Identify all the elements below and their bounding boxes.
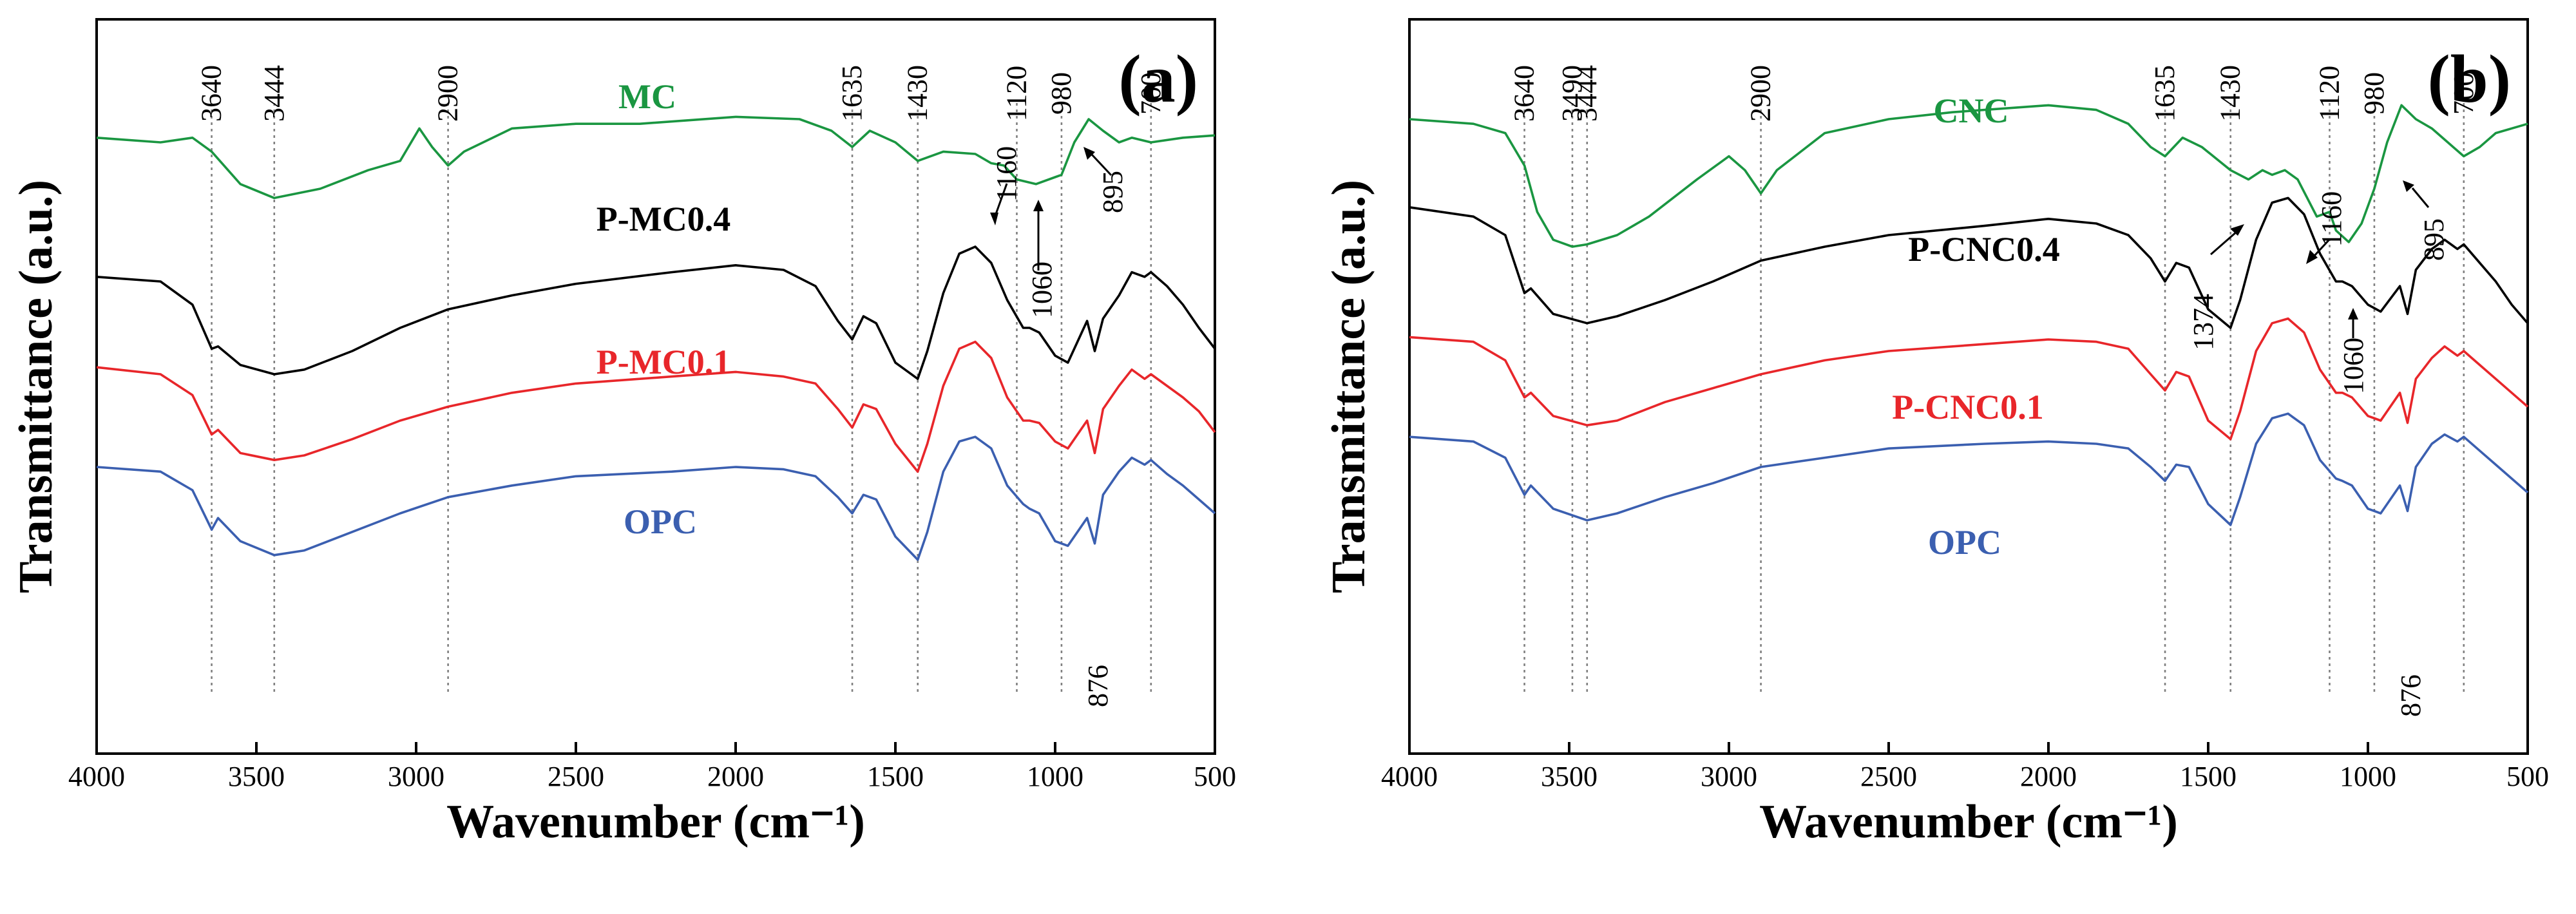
x-ticks-b [1408,742,2529,754]
x-tick-label: 4000 [1381,761,1438,792]
reference-line-label: 980 [2358,72,2390,115]
reference-line-label: 1635 [836,65,868,122]
x-tick-label: 1000 [2340,761,2396,792]
reference-line-label: 3444 [1571,65,1603,122]
panel-a: 4000 3500 3000 2500 2000 1500 1000 500 3640 3444… [10,18,1236,848]
plot-frame-b [1408,18,2529,755]
svg-text:1374: 1374 [2188,294,2219,350]
x-tick-label: 2500 [548,761,604,792]
series-label-p-cnc0-4: P-CNC0.4 [1908,230,2059,269]
series-line-p-cnc0-4 [1409,196,2529,329]
x-ticks-a [95,742,1216,754]
svg-text:1160: 1160 [2316,191,2347,247]
reference-line-label: 700 [2448,72,2479,115]
svg-text:1060: 1060 [2338,338,2369,394]
reference-lines-a: 3640 3444 2900 1635 1430 1120 980 700 [196,65,1167,696]
x-tick-label: 4000 [68,761,125,792]
x-tick-label: 3000 [1701,761,1757,792]
series-label-opc-b: OPC [1928,523,2001,562]
reference-line-label: 980 [1045,72,1077,115]
x-tick-label: 3500 [228,761,285,792]
reference-line-label: 3490 [1556,65,1588,122]
series-line-cnc [1409,104,2528,248]
annotation-895-b: 895 [2403,180,2450,261]
svg-text:1060: 1060 [1026,262,1058,318]
annotation-876-a: 876 [1082,665,1114,707]
x-tick-label: 3500 [1541,761,1598,792]
x-tick-label: 2000 [2020,761,2077,792]
spectra-b [1409,104,2529,526]
y-axis-title-a: Transmittance (a.u.) [10,180,62,593]
series-line-opc [96,435,1216,561]
annotation-1160-b: 1160 [2306,191,2347,264]
annotation-1060-b: 1060 [2338,308,2369,394]
x-tick-label: 3000 [388,761,444,792]
series-line-mc [96,115,1216,200]
x-tick-labels-b: 4000 3500 3000 2500 2000 1500 1000 500 [1381,761,2549,792]
svg-text:895: 895 [1097,171,1129,213]
x-tick-label: 1500 [2180,761,2237,792]
reference-line-label: 3444 [258,65,290,122]
reference-line-label: 3640 [1509,65,1540,122]
series-line-p-mc0-4 [96,245,1216,380]
reference-line-label: 1635 [2149,65,2180,122]
panel-label-b: (b) [2427,41,2511,117]
svg-text:1160: 1160 [991,146,1022,202]
reference-line-label: 700 [1135,72,1167,115]
series-label-opc-a: OPC [624,502,697,541]
reference-line-label: 3640 [196,65,227,122]
panel-b: 4000 3500 3000 2500 2000 1500 1000 500 3640 3490… [1322,18,2549,848]
annotation-1374-b: 1374 [2188,224,2244,350]
series-line-opc [1409,412,2529,526]
annotation-876-b: 876 [2395,674,2427,717]
x-tick-label: 2000 [707,761,764,792]
y-axis-title-b: Transmittance (a.u.) [1322,180,1375,593]
spectra-a [96,115,1216,561]
reference-line-label: 2900 [432,65,464,122]
annotation-1160-a: 1160 [990,146,1022,225]
x-tick-label: 1500 [867,761,924,792]
x-tick-label: 1000 [1027,761,1083,792]
svg-text:895: 895 [2418,218,2450,261]
reference-line-label: 1430 [902,65,933,122]
reference-line-label: 1430 [2215,65,2246,122]
reference-line-label: 2900 [1745,65,1777,122]
series-label-p-mc0-4: P-MC0.4 [596,200,730,238]
x-tick-labels-a: 4000 3500 3000 2500 2000 1500 1000 500 [68,761,1236,792]
series-line-p-mc0-1 [96,340,1216,473]
plot-frame-a [95,18,1216,755]
x-axis-title-a: Wavenumber (cm⁻¹) [446,795,865,848]
series-label-p-mc0-1: P-MC0.1 [596,343,730,381]
panel-label-a: (a) [1118,41,1198,117]
x-tick-label: 500 [1194,761,1236,792]
annotation-1060-a: 1060 [1026,200,1058,318]
x-tick-label: 500 [2506,761,2549,792]
series-line-p-cnc0-1 [1409,317,2529,441]
series-label-p-cnc0-1: P-CNC0.1 [1892,388,2043,426]
reference-line-label: 1120 [1000,66,1032,121]
series-label-mc: MC [618,77,676,116]
x-axis-title-b: Wavenumber (cm⁻¹) [1759,795,2178,848]
annotation-895-a: 895 [1083,147,1129,213]
x-tick-label: 2500 [1860,761,1917,792]
series-label-cnc: CNC [1934,91,2009,130]
reference-line-label: 1120 [2313,66,2345,121]
